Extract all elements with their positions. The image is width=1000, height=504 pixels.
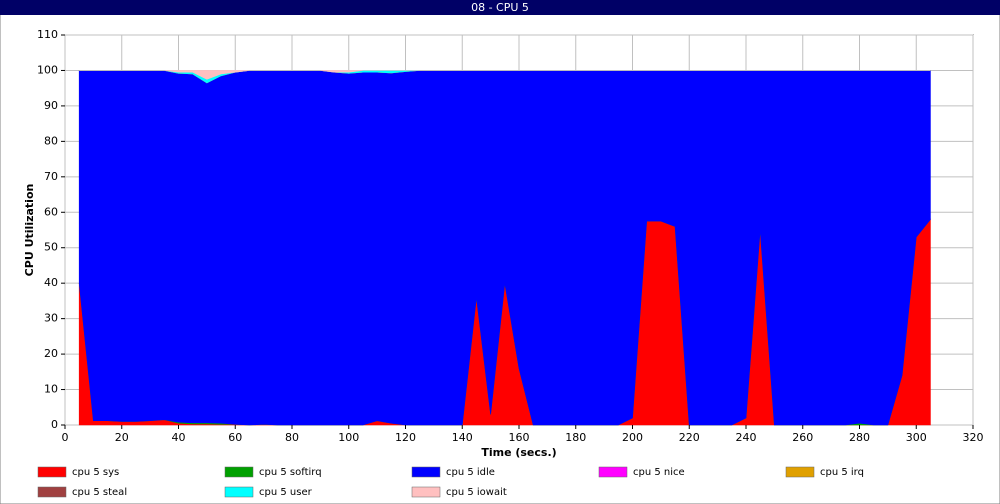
y-tick-label: 10 xyxy=(44,383,58,396)
title-bar xyxy=(0,0,1000,15)
legend-label: cpu 5 softirq xyxy=(259,467,322,478)
legend-label: cpu 5 irq xyxy=(820,467,864,478)
y-tick-label: 70 xyxy=(44,170,58,183)
x-tick-label: 180 xyxy=(565,431,586,444)
x-tick-label: 20 xyxy=(115,431,129,444)
legend-label: cpu 5 nice xyxy=(633,467,685,478)
y-tick-label: 90 xyxy=(44,99,58,112)
x-tick-label: 260 xyxy=(792,431,813,444)
x-tick-label: 160 xyxy=(509,431,530,444)
x-tick-label: 40 xyxy=(172,431,186,444)
chart-title: 08 - CPU 5 xyxy=(471,1,529,14)
legend-swatch xyxy=(37,466,67,478)
legend-swatch xyxy=(411,486,441,498)
x-tick-label: 60 xyxy=(228,431,242,444)
y-tick-label: 80 xyxy=(44,134,58,147)
y-tick-label: 50 xyxy=(44,241,58,254)
legend-label: cpu 5 idle xyxy=(446,467,495,478)
legend-swatch xyxy=(224,466,254,478)
legend-label: cpu 5 iowait xyxy=(446,487,507,498)
legend-label: cpu 5 sys xyxy=(72,467,119,478)
legend: cpu 5 sys cpu 5 softirq cpu 5 idle cpu 5 ni… xyxy=(37,466,864,498)
x-tick-label: 320 xyxy=(963,431,984,444)
x-axis-label: Time (secs.) xyxy=(481,446,556,459)
legend-swatch xyxy=(411,466,441,478)
legend-label: cpu 5 steal xyxy=(72,487,127,498)
x-tick-label: 120 xyxy=(395,431,416,444)
x-tick-label: 100 xyxy=(338,431,359,444)
axes: 0 10 20 30 40 50 60 70 80 90 100 110 0 20 40 60 80 100 120… xyxy=(37,28,984,444)
legend-swatch xyxy=(37,486,67,498)
x-tick-label: 220 xyxy=(679,431,700,444)
areas xyxy=(78,70,931,426)
y-tick-label: 30 xyxy=(44,312,58,325)
y-tick-label: 0 xyxy=(51,418,58,431)
y-tick-label: 110 xyxy=(37,28,58,41)
area xyxy=(79,70,931,80)
y-tick-label: 60 xyxy=(44,205,58,218)
x-tick-label: 300 xyxy=(906,431,927,444)
x-tick-label: 140 xyxy=(452,431,473,444)
y-tick-label: 100 xyxy=(37,63,58,76)
x-tick-label: 200 xyxy=(622,431,643,444)
y-tick-label: 40 xyxy=(44,276,58,289)
y-tick-label: 20 xyxy=(44,347,58,360)
x-tick-label: 80 xyxy=(285,431,299,444)
legend-label: cpu 5 user xyxy=(259,487,313,498)
legend-swatch xyxy=(224,486,254,498)
legend-swatch xyxy=(785,466,815,478)
y-axis-label: CPU Utilization xyxy=(23,184,36,277)
legend-swatch xyxy=(598,466,628,478)
x-tick-label: 0 xyxy=(62,431,69,444)
x-tick-label: 280 xyxy=(849,431,870,444)
x-tick-label: 240 xyxy=(736,431,757,444)
